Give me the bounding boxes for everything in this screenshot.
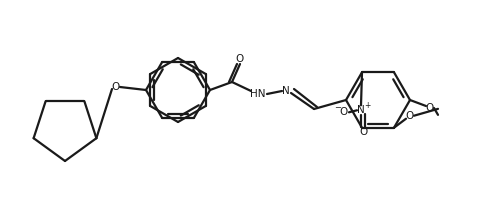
Text: +: +	[364, 101, 370, 110]
Text: O: O	[359, 127, 367, 137]
Text: N: N	[357, 105, 365, 115]
Text: O: O	[236, 54, 244, 64]
Text: O: O	[406, 111, 414, 121]
Text: O: O	[339, 107, 347, 117]
Text: −: −	[335, 103, 341, 112]
Text: N: N	[282, 86, 290, 96]
Text: O: O	[112, 82, 120, 92]
Text: HN: HN	[250, 89, 266, 99]
Text: O: O	[426, 103, 434, 113]
